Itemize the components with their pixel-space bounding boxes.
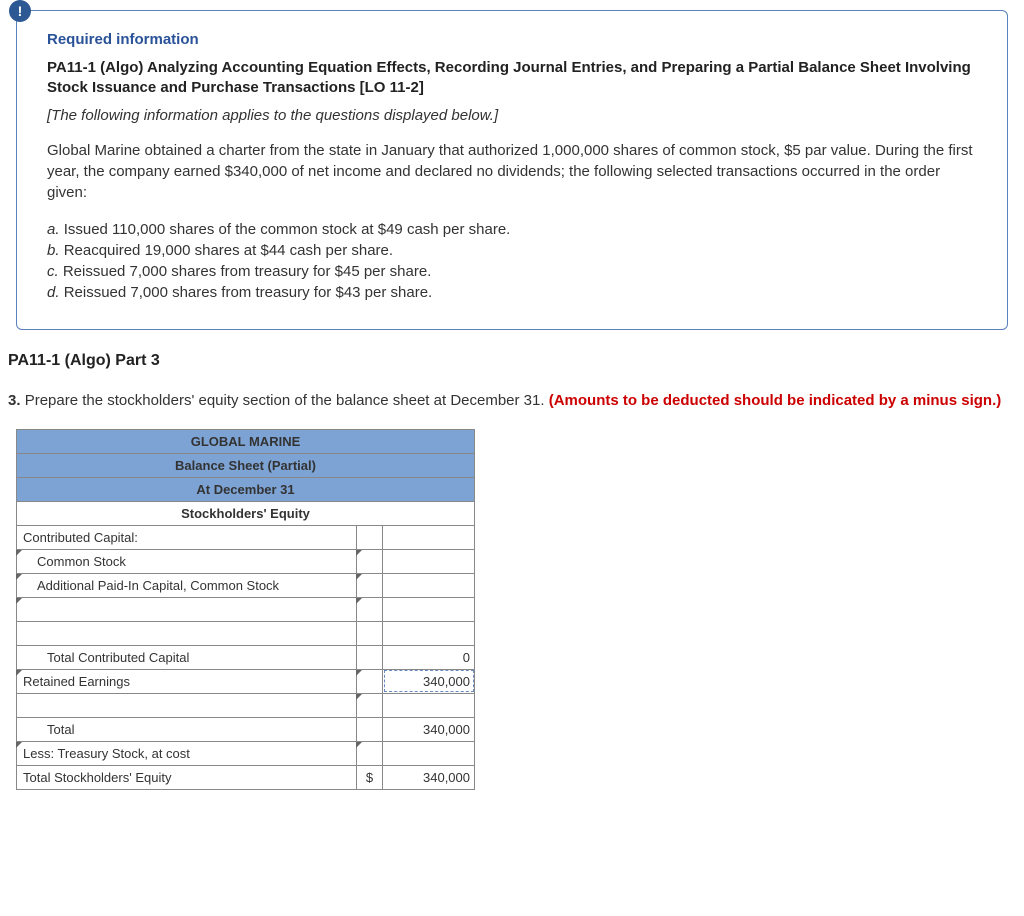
cell-retained-earnings-label[interactable]: Retained Earnings xyxy=(17,669,357,693)
cell-total-se-amount: 340,000 xyxy=(383,765,475,789)
cell-less-treasury-amount[interactable] xyxy=(383,741,475,765)
cell-less-treasury-label[interactable]: Less: Treasury Stock, at cost xyxy=(17,741,357,765)
row-apic[interactable]: Additional Paid-In Capital, Common Stock xyxy=(17,573,475,597)
cell-total-contributed-amount: 0 xyxy=(383,645,475,669)
transaction-a: a. Issued 110,000 shares of the common s… xyxy=(47,219,977,240)
hdr-sheet: Balance Sheet (Partial) xyxy=(17,453,475,477)
row-common-stock[interactable]: Common Stock xyxy=(17,549,475,573)
cell-total-se-symbol: $ xyxy=(357,765,383,789)
row-blank-1[interactable] xyxy=(17,597,475,621)
hdr-company: GLOBAL MARINE xyxy=(17,429,475,453)
instruction-text: Prepare the stockholders' equity section… xyxy=(25,392,549,409)
info-badge-icon: ! xyxy=(9,0,31,22)
row-blank-3[interactable] xyxy=(17,693,475,717)
cell-apic-label[interactable]: Additional Paid-In Capital, Common Stock xyxy=(17,573,357,597)
instruction-number: 3. xyxy=(8,392,25,409)
row-total-se: Total Stockholders' Equity $ 340,000 xyxy=(17,765,475,789)
row-total: Total 340,000 xyxy=(17,717,475,741)
row-contributed-capital: Contributed Capital: xyxy=(17,525,475,549)
required-info-box: ! Required information PA11-1 (Algo) Ana… xyxy=(16,10,1008,330)
hdr-section: Stockholders' Equity xyxy=(17,501,475,525)
cell-total-label: Total xyxy=(17,717,357,741)
hdr-date: At December 31 xyxy=(17,477,475,501)
row-blank-2[interactable] xyxy=(17,621,475,645)
row-total-contributed: Total Contributed Capital 0 xyxy=(17,645,475,669)
problem-body: Global Marine obtained a charter from th… xyxy=(47,140,977,203)
applies-note: [The following information applies to th… xyxy=(47,107,977,124)
instruction: 3. Prepare the stockholders' equity sect… xyxy=(8,390,1016,411)
part-heading: PA11-1 (Algo) Part 3 xyxy=(8,352,1016,370)
problem-title: PA11-1 (Algo) Analyzing Accounting Equat… xyxy=(47,58,977,99)
row-retained-earnings[interactable]: Retained Earnings 340,000 xyxy=(17,669,475,693)
row-less-treasury[interactable]: Less: Treasury Stock, at cost xyxy=(17,741,475,765)
cell-total-amount: 340,000 xyxy=(383,717,475,741)
cell-contributed-capital-label: Contributed Capital: xyxy=(17,525,357,549)
transaction-d: d. Reissued 7,000 shares from treasury f… xyxy=(47,282,977,303)
transaction-b: b. Reacquired 19,000 shares at $44 cash … xyxy=(47,240,977,261)
instruction-red-note: (Amounts to be deducted should be indica… xyxy=(549,392,1002,409)
cell-total-contributed-label: Total Contributed Capital xyxy=(17,645,357,669)
required-heading: Required information xyxy=(47,31,977,48)
transaction-c: c. Reissued 7,000 shares from treasury f… xyxy=(47,261,977,282)
transactions-list: a. Issued 110,000 shares of the common s… xyxy=(47,219,977,303)
cell-retained-earnings-amount[interactable]: 340,000 xyxy=(383,669,475,693)
equity-table: GLOBAL MARINE Balance Sheet (Partial) At… xyxy=(16,429,475,790)
cell-apic-amount[interactable] xyxy=(383,573,475,597)
cell-common-stock-label[interactable]: Common Stock xyxy=(17,549,357,573)
cell-common-stock-amount[interactable] xyxy=(383,549,475,573)
cell-total-se-label: Total Stockholders' Equity xyxy=(17,765,357,789)
